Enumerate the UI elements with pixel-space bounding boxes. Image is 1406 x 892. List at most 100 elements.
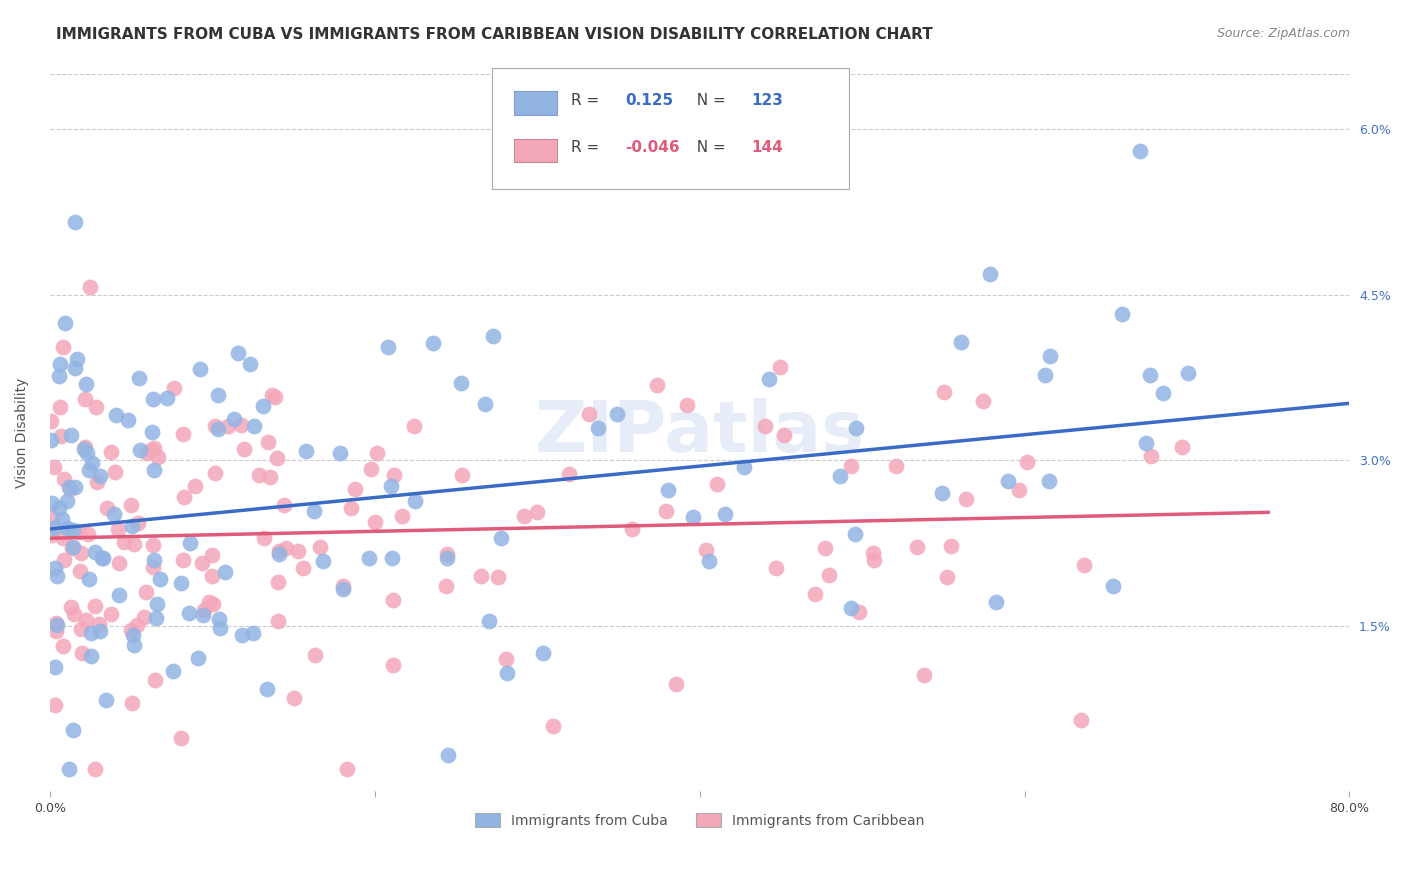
Point — [58, 762, 80, 776]
Point — [76, 526, 98, 541]
Point — [80, 649, 103, 664]
Point — [41, 496, 63, 510]
Point — [366, 446, 388, 460]
Point — [122, 628, 145, 642]
Point — [1152, 386, 1174, 401]
Point — [103, 507, 125, 521]
Point — [41, 434, 63, 448]
Point — [274, 541, 297, 555]
Point — [474, 397, 496, 411]
Point — [142, 392, 165, 406]
Point — [402, 419, 425, 434]
Point — [295, 443, 318, 458]
Point — [382, 658, 405, 673]
Point — [931, 486, 953, 500]
Point — [204, 419, 226, 434]
Point — [606, 408, 628, 422]
Point — [263, 390, 285, 404]
Point — [107, 556, 129, 570]
Point — [142, 560, 165, 574]
Point — [381, 550, 404, 565]
Point — [450, 376, 472, 391]
Point — [267, 544, 290, 558]
Point — [89, 624, 111, 639]
Point — [758, 372, 780, 386]
Text: R =: R = — [571, 140, 605, 155]
Y-axis label: Vision Disability: Vision Disability — [15, 377, 30, 488]
Point — [260, 388, 283, 402]
Point — [844, 527, 866, 541]
Point — [197, 595, 219, 609]
Point — [53, 472, 76, 486]
Point — [69, 564, 91, 578]
Point — [382, 468, 405, 483]
Point — [75, 613, 97, 627]
Text: ZIPatlas: ZIPatlas — [534, 398, 865, 467]
Point — [60, 428, 83, 442]
Point — [1101, 579, 1123, 593]
Point — [202, 597, 225, 611]
Point — [77, 572, 100, 586]
Point — [531, 647, 554, 661]
Point — [231, 628, 253, 642]
Point — [94, 693, 117, 707]
Point — [179, 535, 201, 549]
Point — [207, 422, 229, 436]
Point — [146, 597, 169, 611]
Point — [862, 553, 884, 567]
Point — [204, 466, 226, 480]
Point — [845, 421, 868, 435]
Point — [217, 418, 239, 433]
Point — [142, 552, 165, 566]
Point — [676, 398, 699, 412]
Point — [104, 408, 127, 422]
Point — [434, 579, 457, 593]
Point — [184, 478, 207, 492]
Point — [839, 458, 862, 473]
Point — [364, 515, 387, 529]
Point — [53, 552, 76, 566]
Text: Source: ZipAtlas.com: Source: ZipAtlas.com — [1216, 27, 1350, 40]
Point — [145, 610, 167, 624]
Point — [382, 592, 405, 607]
Point — [1129, 144, 1152, 158]
Point — [148, 450, 170, 465]
Point — [82, 456, 104, 470]
Point — [772, 428, 794, 442]
Point — [332, 578, 354, 592]
Point — [69, 546, 91, 560]
Point — [69, 622, 91, 636]
Point — [949, 335, 972, 350]
Point — [343, 482, 366, 496]
Point — [201, 569, 224, 583]
Point — [287, 544, 309, 558]
Point — [1008, 483, 1031, 497]
Point — [44, 660, 66, 674]
Point — [283, 691, 305, 706]
Text: IMMIGRANTS FROM CUBA VS IMMIGRANTS FROM CARIBBEAN VISION DISABILITY CORRELATION : IMMIGRANTS FROM CUBA VS IMMIGRANTS FROM … — [56, 27, 934, 42]
Point — [46, 618, 69, 632]
Text: N =: N = — [686, 140, 730, 155]
Point — [470, 569, 492, 583]
Point — [862, 546, 884, 560]
Point — [436, 550, 458, 565]
Point — [329, 445, 352, 459]
Point — [172, 553, 194, 567]
Point — [143, 673, 166, 687]
Text: R =: R = — [571, 93, 605, 108]
Point — [304, 648, 326, 662]
Point — [450, 468, 472, 483]
Point — [714, 507, 737, 521]
Point — [655, 504, 678, 518]
Point — [207, 612, 229, 626]
Point — [266, 450, 288, 465]
Point — [58, 479, 80, 493]
Point — [657, 483, 679, 497]
Point — [477, 614, 499, 628]
Point — [128, 371, 150, 385]
Point — [48, 368, 70, 383]
Point — [1033, 368, 1056, 383]
Point — [1039, 349, 1062, 363]
Point — [486, 569, 509, 583]
Point — [51, 512, 73, 526]
